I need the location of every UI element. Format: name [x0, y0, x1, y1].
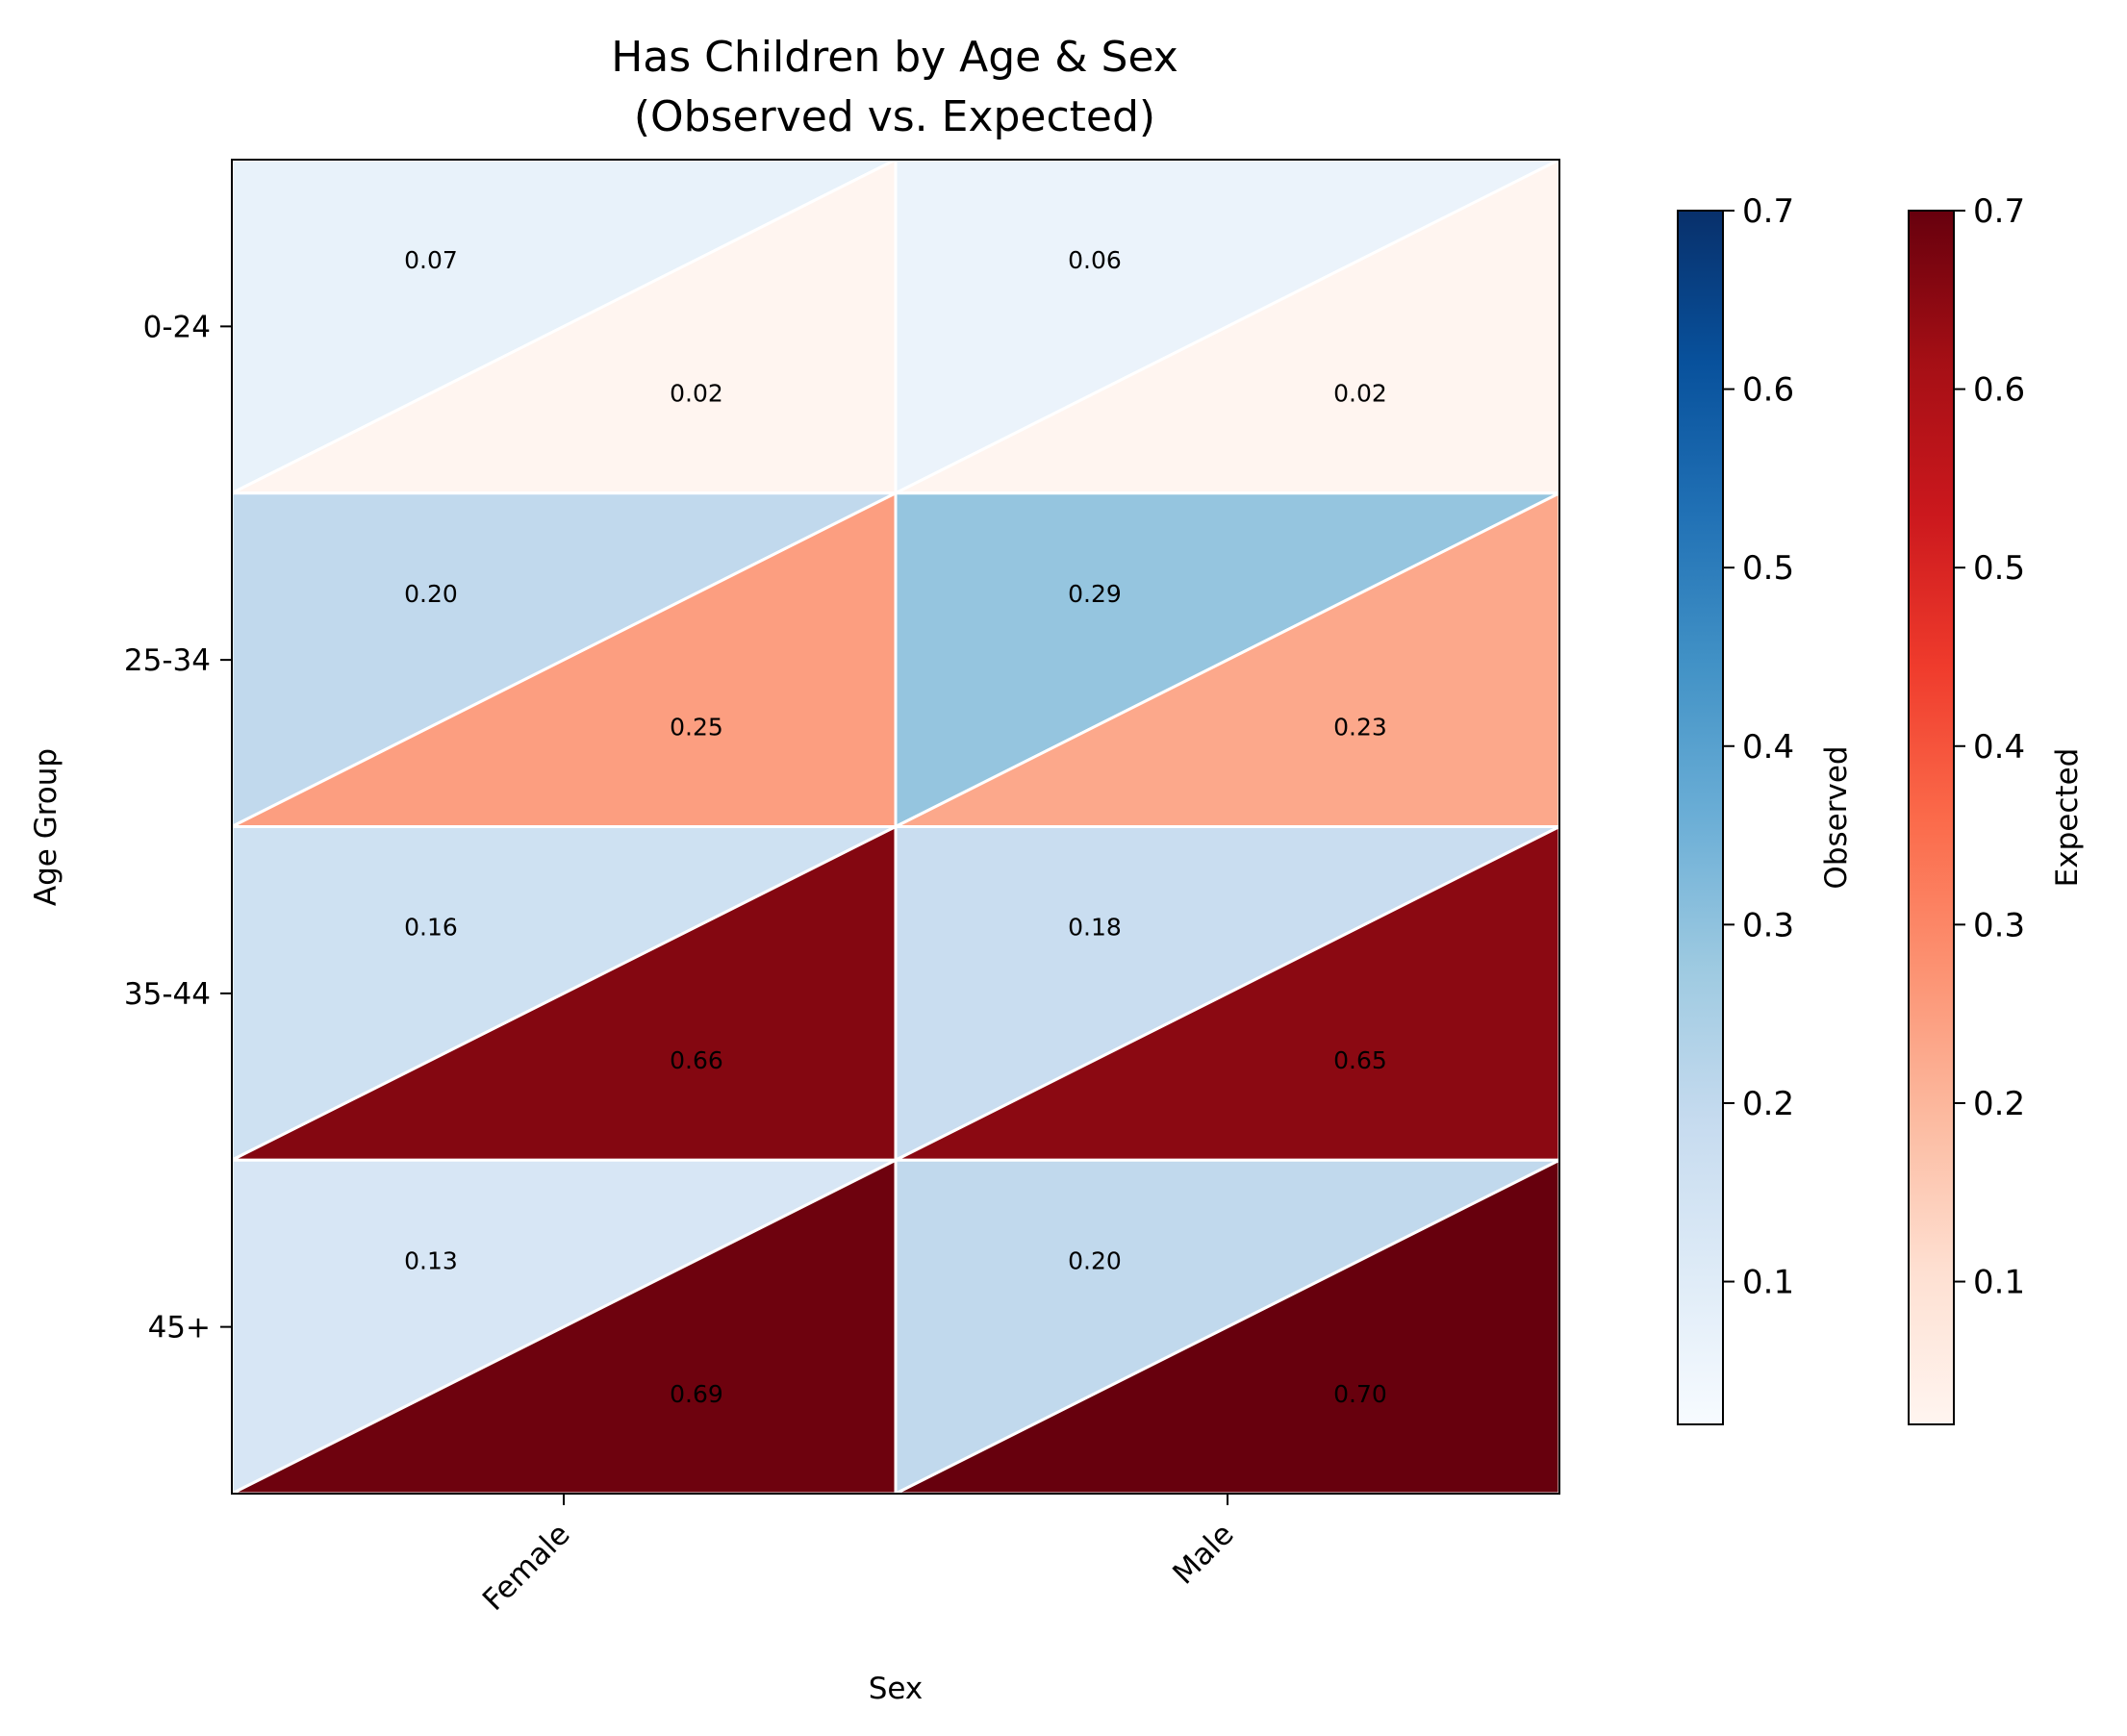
expected-value-label: 0.25: [670, 713, 723, 741]
observed-value-label: 0.06: [1068, 246, 1122, 274]
observed-value-label: 0.16: [404, 914, 458, 942]
colorbar-tick-label: 0.6: [1742, 371, 1794, 410]
heatmap-cell-labels: 0.07 0.02 0.06 0.02 0.20 0.25 0.29 0.23 0.16 0.66…: [404, 246, 1387, 1408]
expected-value-label: 0.02: [670, 380, 723, 408]
colorbar-label: Observed: [1819, 745, 1854, 889]
chart-title-line-1: Has Children by Age & Sex: [611, 33, 1178, 82]
x-axis: Female Male: [476, 1494, 1241, 1618]
y-tick-label: 0-24: [143, 310, 211, 344]
colorbar-tick-label: 0.6: [1973, 371, 2025, 410]
y-axis: 0-24 25-34 35-44 45+: [124, 310, 232, 1346]
colorbar-tick-label: 0.3: [1973, 906, 2025, 944]
colorbar-tick-label: 0.4: [1973, 728, 2025, 767]
y-axis-label: Age Group: [29, 748, 63, 906]
y-tick-label: 25-34: [124, 643, 211, 678]
colorbar-tick-label: 0.5: [1973, 549, 2025, 588]
observed-value-label: 0.07: [404, 246, 458, 274]
colorbar-observed: [1677, 210, 1724, 1425]
expected-value-label: 0.23: [1333, 713, 1387, 741]
x-tick-label: Male: [1166, 1517, 1240, 1591]
colorbar-tick-label: 0.1: [1742, 1264, 1794, 1302]
colorbar-tick-label: 0.3: [1742, 906, 1794, 944]
colorbars: 0.1 0.2 0.3 0.4 0.5 0.6 0.7 Observed 0.1 0.2 0.3 0.…: [1677, 192, 2085, 1425]
chart-title-line-2: (Observed vs. Expected): [634, 92, 1155, 141]
colorbar-tick-label: 0.7: [1742, 192, 1794, 231]
heatmap-cells: [230, 157, 1561, 1497]
expected-value-label: 0.69: [670, 1380, 723, 1408]
colorbar-label: Expected: [2050, 748, 2085, 888]
observed-value-label: 0.20: [1068, 1246, 1122, 1274]
colorbar-tick-label: 0.2: [1742, 1085, 1794, 1123]
colorbar-tick-label: 0.1: [1973, 1264, 2025, 1302]
x-axis-label: Sex: [869, 1672, 924, 1706]
colorbar-tick-label: 0.4: [1742, 728, 1794, 767]
expected-value-label: 0.70: [1333, 1380, 1387, 1408]
observed-value-label: 0.18: [1068, 914, 1122, 942]
colorbar-expected: [1908, 210, 1955, 1425]
y-tick-label: 45+: [148, 1311, 211, 1346]
x-tick-label: Female: [476, 1517, 577, 1618]
observed-value-label: 0.29: [1068, 580, 1122, 608]
colorbar-tick-label: 0.7: [1973, 192, 2025, 231]
observed-value-label: 0.20: [404, 580, 458, 608]
colorbar-tick-label: 0.5: [1742, 549, 1794, 588]
observed-value-label: 0.13: [404, 1246, 458, 1274]
expected-value-label: 0.02: [1333, 380, 1387, 408]
expected-value-label: 0.66: [670, 1046, 723, 1074]
colorbar-tick-label: 0.2: [1973, 1085, 2025, 1123]
plot-frame: [231, 159, 1560, 1495]
expected-value-label: 0.65: [1333, 1046, 1387, 1074]
y-tick-label: 35-44: [124, 977, 211, 1012]
